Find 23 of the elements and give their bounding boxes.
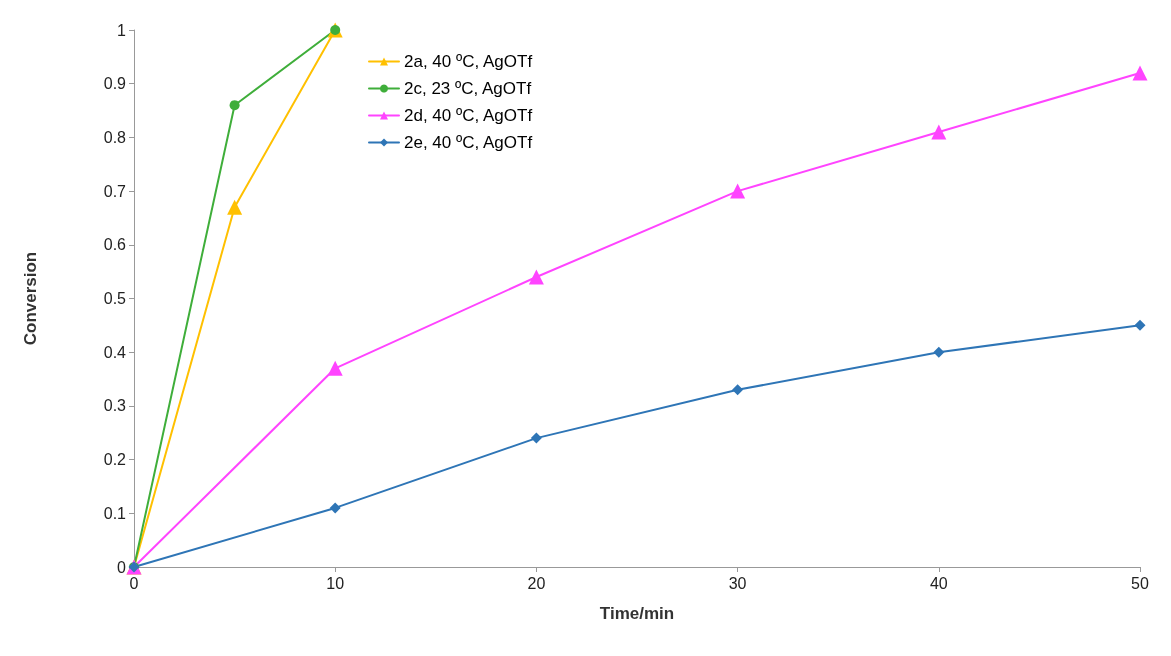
y-tick-label: 0.6 [103, 236, 127, 254]
legend-label: 2d, 40 ºC, AgOTf [404, 106, 533, 125]
y-tick-label: 0.8 [103, 128, 127, 146]
y-tick-label: 0.9 [103, 75, 127, 93]
x-tick-label: 0 [129, 574, 139, 592]
x-tick-label: 20 [527, 574, 546, 592]
y-tick-label: 0.1 [103, 504, 127, 522]
x-tick-label: 50 [1131, 574, 1149, 592]
y-tick-label: 1 [117, 21, 127, 39]
x-tick-label: 30 [728, 574, 747, 592]
y-tick-label: 0.4 [103, 343, 127, 361]
legend-label: 2a, 40 ºC, AgOTf [404, 52, 533, 71]
y-tick-label: 0 [117, 558, 127, 576]
x-tick-label: 10 [326, 574, 345, 592]
x-axis-title: Time/min [599, 604, 675, 623]
legend-label: 2e, 40 ºC, AgOTf [404, 133, 533, 152]
y-tick-label: 0.2 [103, 451, 127, 469]
y-tick-label: 0.3 [103, 397, 127, 415]
y-axis-title: Conversion [21, 251, 40, 346]
y-tick-label: 0.5 [103, 290, 127, 307]
y-tick-label: 0.7 [103, 182, 127, 200]
x-tick-label: 40 [929, 574, 948, 592]
legend-label: 2c, 23 ºC, AgOTf [404, 79, 532, 98]
